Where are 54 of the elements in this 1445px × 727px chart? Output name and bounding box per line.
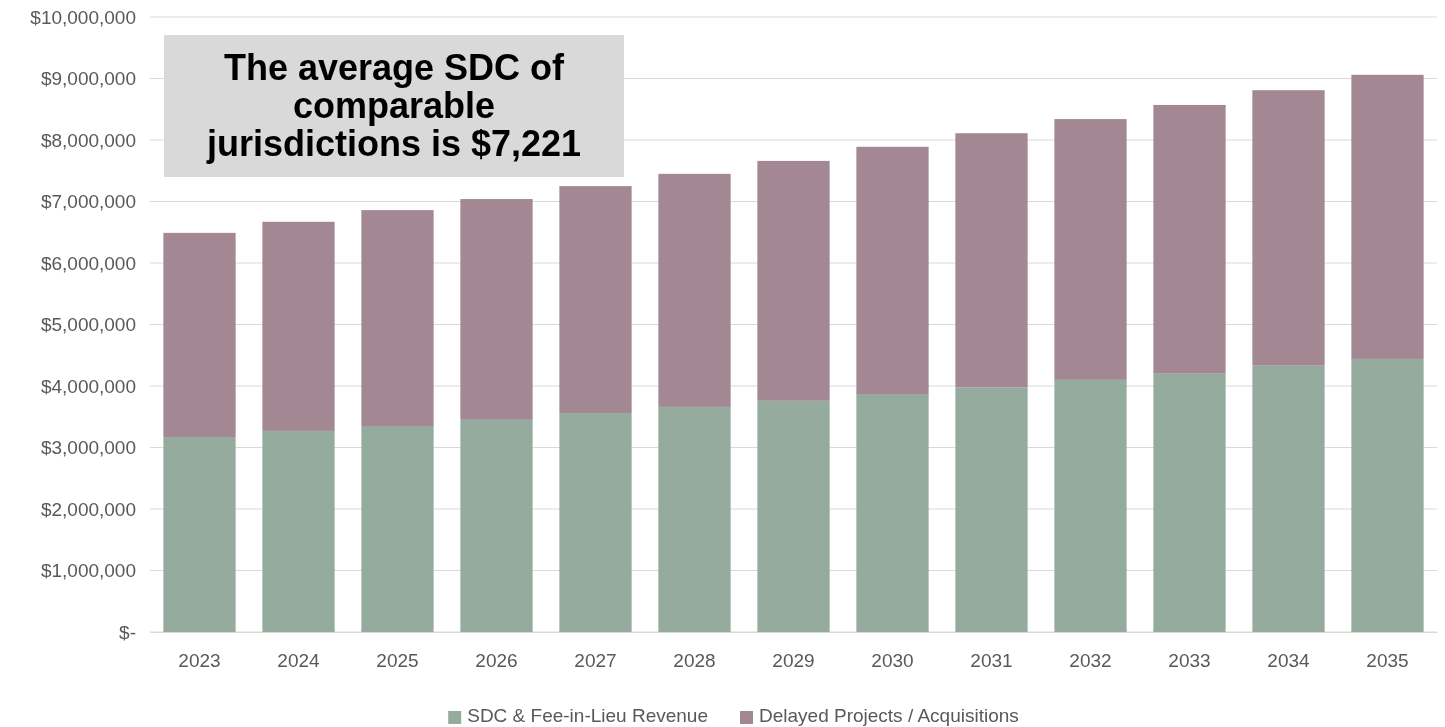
text-box: The average SDC of comparable jurisdictions is $7,221: [164, 35, 624, 177]
x-tick-label: 2030: [871, 650, 914, 672]
y-tick-label: $3,000,000: [40, 437, 136, 459]
bar: [163, 232, 236, 438]
x-tick-label: 2032: [1069, 650, 1112, 672]
annotation: The average SDC of comparable jurisdictions is $7,221: [205, 47, 582, 164]
x-tick-label: 2033: [1168, 650, 1211, 672]
x-tick-label: 2025: [376, 650, 419, 672]
bar: [460, 199, 533, 420]
legend-label: Delayed Projects / Acquisitions: [759, 705, 1019, 726]
bar: [955, 387, 1028, 632]
bar: [856, 146, 929, 394]
x-tick-label: 2026: [475, 650, 518, 672]
y-tick-label: $5,000,000: [40, 314, 136, 336]
x-tick-label: 2023: [178, 650, 221, 672]
bar: [955, 133, 1028, 388]
bar: [559, 413, 632, 632]
bar: [1351, 74, 1424, 359]
bar: [1351, 358, 1424, 632]
bar: [658, 406, 731, 632]
y-tick-label: $2,000,000: [40, 498, 136, 520]
bar: [460, 419, 533, 632]
bar: [1054, 379, 1127, 632]
y-tick-label: $10,000,000: [30, 6, 136, 28]
bar: [757, 160, 830, 401]
y-tick-label: $7,000,000: [40, 191, 136, 213]
bar: [262, 430, 335, 632]
x-tick-label: 2029: [772, 650, 815, 672]
y-tick-label: $9,000,000: [40, 68, 136, 90]
bar: [163, 437, 236, 632]
bar: [1054, 119, 1127, 380]
bar: [262, 221, 335, 431]
y-tick-label: $4,000,000: [40, 375, 136, 397]
bar: [658, 173, 731, 407]
bar: [1153, 104, 1226, 374]
legend-label: SDC & Fee-in-Lieu Revenue: [467, 705, 708, 726]
bar: [757, 400, 830, 632]
x-tick-label: 2034: [1267, 650, 1311, 672]
y-tick-label: $8,000,000: [40, 129, 136, 151]
bar: [1252, 365, 1325, 632]
x-tick-label: 2024: [277, 650, 321, 672]
y-tick-label: $6,000,000: [40, 252, 136, 274]
bar: [856, 394, 929, 632]
bar: [1252, 90, 1325, 366]
bar: [361, 425, 434, 632]
y-tick-label: $1,000,000: [40, 560, 136, 582]
x-tick-label: 2027: [574, 650, 617, 672]
y-tick-label: $-: [119, 621, 136, 643]
x-tick-label: 2035: [1366, 650, 1409, 672]
bar: [361, 210, 434, 426]
bar: [1153, 373, 1226, 632]
bar: [559, 186, 632, 414]
x-tick-label: 2028: [673, 650, 716, 672]
x-tick-label: 2031: [970, 650, 1013, 672]
